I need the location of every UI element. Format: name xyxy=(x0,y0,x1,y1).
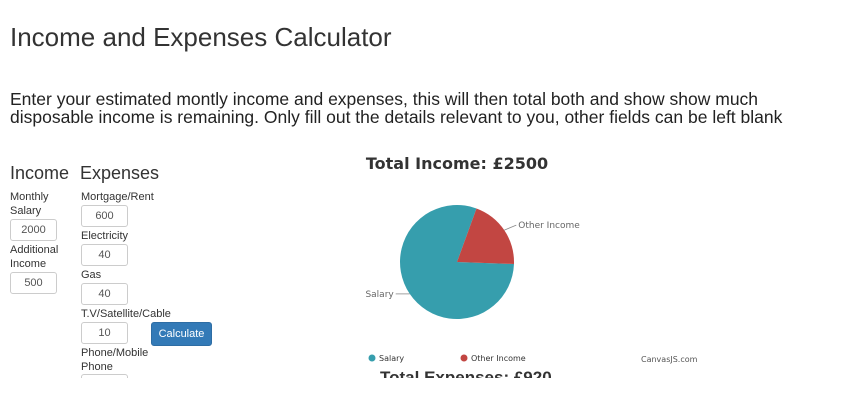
pie-slices xyxy=(400,205,515,320)
index-label-salary: Salary xyxy=(365,290,394,300)
pie-index-labels: Salary Other Income xyxy=(365,221,580,300)
chart-credit: CanvasJS.com xyxy=(641,355,698,364)
tv-satellite-cable-label: T.V/Satellite/Cable xyxy=(81,308,171,320)
income-pie-chart: Total Income: £2500 Salary Other Income S… xyxy=(365,154,698,364)
mortgage-rent-label: Mortgage/Rent xyxy=(81,191,154,203)
legend-label-salary[interactable]: Salary xyxy=(379,354,404,363)
electricity-label: Electricity xyxy=(81,230,129,242)
calculate-button[interactable]: Calculate xyxy=(151,322,212,346)
monthly-salary-input[interactable] xyxy=(10,219,57,241)
chart-title: Total Income: £2500 xyxy=(366,154,548,173)
monthly-salary-label: Monthly Salary xyxy=(10,191,49,217)
page-title: Income and Expenses Calculator xyxy=(10,22,392,52)
intro-text: Enter your estimated montly income and e… xyxy=(10,89,783,127)
additional-income-label: Additional Income xyxy=(10,244,59,270)
legend-marker-salary[interactable] xyxy=(368,354,376,362)
legend-label-other-income[interactable]: Other Income xyxy=(471,354,526,363)
chart-legend: Salary Other Income xyxy=(368,354,526,363)
index-label-other-income: Other Income xyxy=(518,221,580,231)
gas-input[interactable] xyxy=(81,283,128,305)
additional-income-input[interactable] xyxy=(10,272,57,294)
pie-slice-salary[interactable] xyxy=(400,205,514,320)
electricity-input[interactable] xyxy=(81,244,128,266)
mortgage-rent-input[interactable] xyxy=(81,205,128,227)
pie-slice-other-income[interactable] xyxy=(457,208,515,264)
index-label-line xyxy=(504,224,517,231)
gas-label: Gas xyxy=(81,269,102,281)
income-heading: Income xyxy=(10,163,70,183)
legend-marker-other-income[interactable] xyxy=(460,354,468,362)
viewport-clip xyxy=(0,378,860,403)
phone-mobile-label: Phone/Mobile Phone xyxy=(81,347,149,373)
expenses-heading: Expenses xyxy=(80,163,160,183)
tv-satellite-cable-input[interactable] xyxy=(81,322,128,344)
